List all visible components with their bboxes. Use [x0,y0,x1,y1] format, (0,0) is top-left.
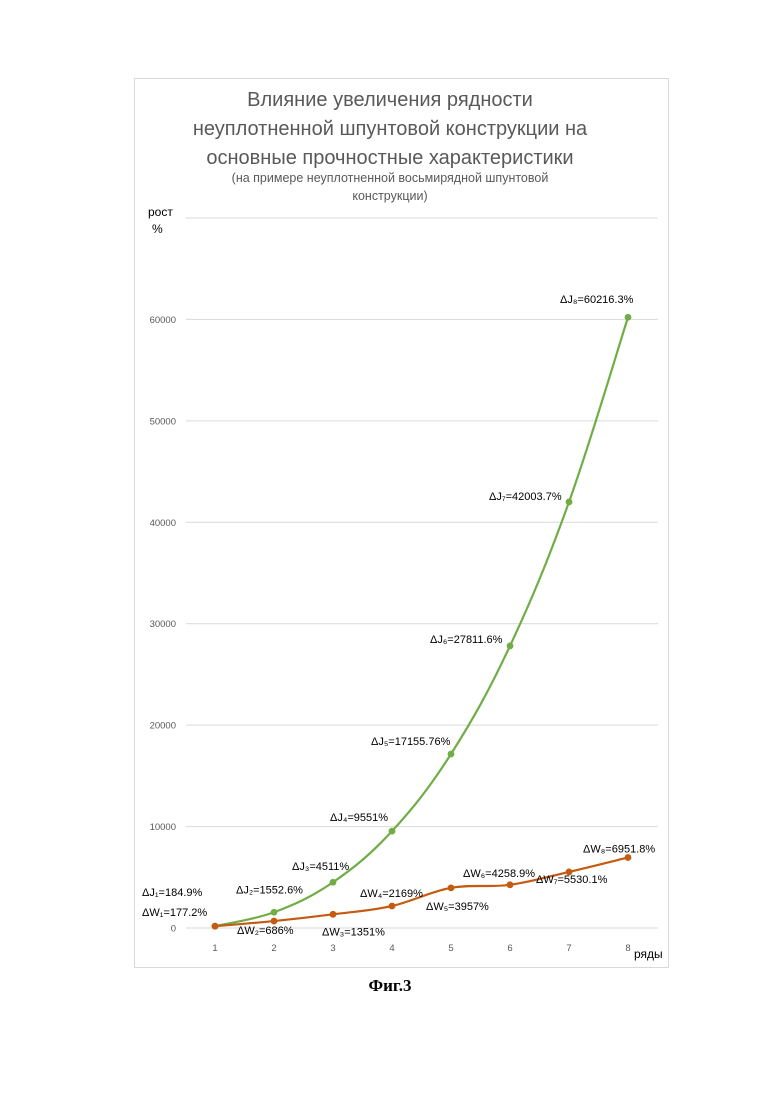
y-tick-label: 60000 [150,315,176,326]
series-line-J [215,317,628,926]
data-point-W [448,884,455,891]
data-point-J [625,314,632,321]
data-label-J: ΔJ₆=27811.6% [430,634,503,646]
data-point-W [507,881,514,888]
data-label-J: ΔJ₅=17155.76% [371,736,451,748]
data-label-W: ΔW₂=686% [237,925,294,937]
y-tick-label: 10000 [150,822,176,833]
data-point-W [389,903,396,910]
data-label-J: ΔJ₂=1552.6% [236,884,303,896]
x-tick-label: 7 [566,943,571,954]
data-label-W: ΔW₄=2169% [360,888,423,900]
data-point-J [271,909,278,916]
data-label-W: ΔW₈=6951.8% [583,843,655,855]
data-label-W: ΔW₃=1351% [322,926,385,938]
data-point-W [330,911,337,918]
figure-caption: Фиг.3 [0,976,780,996]
data-point-W [212,923,219,930]
data-point-J [507,643,514,650]
data-point-J [448,751,455,758]
data-point-W [271,918,278,925]
y-tick-label: 40000 [150,518,176,529]
y-tick-label: 50000 [150,416,176,427]
y-tick-label: 20000 [150,721,176,732]
y-tick-label: 30000 [150,619,176,630]
data-label-J: ΔJ₁=184.9% [142,887,203,899]
data-point-J [389,828,396,835]
y-tick-label: 0 [171,924,176,935]
data-label-J: ΔJ₈=60216.3% [560,294,634,306]
data-label-W: ΔW₅=3957% [426,901,489,913]
data-point-J [330,879,337,886]
x-tick-label: 1 [212,943,217,954]
data-label-J: ΔJ₃=4511% [292,861,349,873]
data-label-J: ΔJ₇=42003.7% [489,491,562,503]
x-tick-label: 4 [389,943,394,954]
data-point-J [566,499,573,506]
x-tick-label: 8 [625,943,630,954]
x-tick-label: 5 [448,943,453,954]
data-label-W: ΔW₁=177.2% [142,907,207,919]
line-chart: 0 10000 20000 30000 40000 50000 60000 1 2 3 4 5 6 7 8 Δ… [0,0,780,1103]
data-label-W: ΔW₇=5530.1% [536,874,608,886]
data-label-W: ΔW₆=4258.9% [463,868,535,880]
x-tick-label: 2 [271,943,276,954]
x-tick-label: 3 [330,943,335,954]
x-tick-label: 6 [507,943,512,954]
data-label-J: ΔJ₄=9551% [330,812,388,824]
